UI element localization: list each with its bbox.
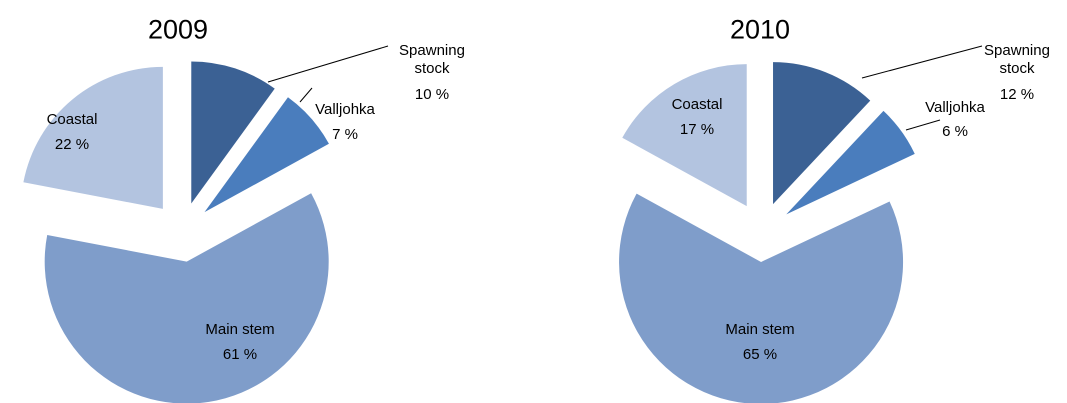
leader-line bbox=[905, 119, 941, 131]
pie-slice bbox=[44, 193, 329, 403]
slice-label: Main stem bbox=[725, 321, 795, 338]
value-label: 22 % bbox=[54, 136, 90, 153]
pie-slice bbox=[786, 110, 915, 215]
value-label: 12 % bbox=[999, 86, 1035, 103]
slice-label: Main stem bbox=[205, 321, 275, 338]
pie-slice bbox=[23, 66, 163, 209]
slice-label: Valljohka bbox=[925, 99, 985, 116]
chart-title: 2010 bbox=[729, 14, 791, 45]
pie-slice bbox=[191, 61, 275, 204]
slice-label: Spawning stock bbox=[984, 42, 1050, 77]
value-label: 10 % bbox=[414, 86, 450, 103]
pie-slice bbox=[773, 62, 871, 205]
leader-line bbox=[861, 45, 983, 79]
slice-label: Valljohka bbox=[315, 101, 375, 118]
slice-label: Coastal bbox=[46, 111, 98, 128]
pie-slice bbox=[204, 97, 329, 213]
pie-slice bbox=[622, 64, 747, 207]
slice-label: Coastal bbox=[671, 96, 723, 113]
value-label: 6 % bbox=[942, 123, 968, 140]
leader-line bbox=[299, 87, 313, 103]
value-label: 7 % bbox=[332, 126, 358, 143]
slice-label: Spawning stock bbox=[399, 42, 465, 77]
value-label: 61 % bbox=[222, 346, 258, 363]
pie-slice bbox=[619, 193, 904, 403]
value-label: 17 % bbox=[679, 121, 715, 138]
value-label: 65 % bbox=[742, 346, 778, 363]
chart-title: 2009 bbox=[147, 14, 209, 45]
leader-line bbox=[267, 45, 389, 83]
